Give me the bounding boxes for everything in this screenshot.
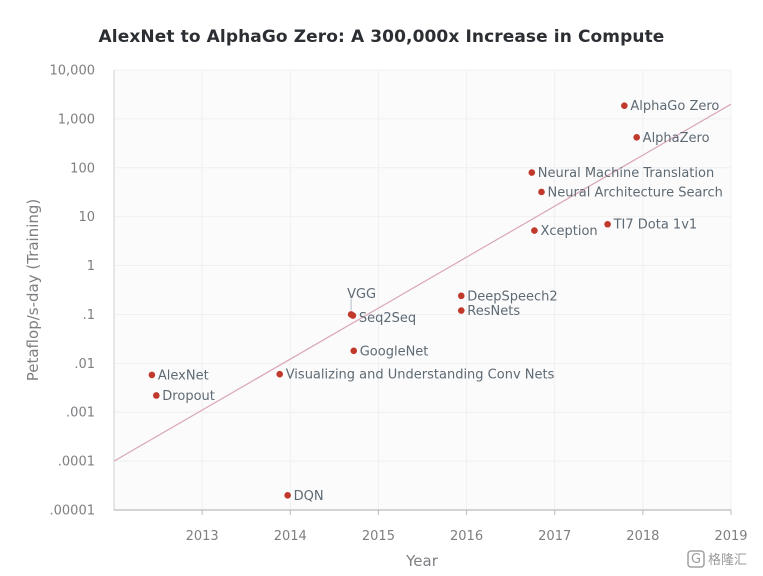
point-label: GoogleNet	[360, 344, 429, 359]
axes	[113, 70, 732, 515]
y-tick-labels: .00001 .0001 .001 .01 .1 1 10 100 1,000 10,000	[50, 64, 96, 519]
point-label: AlphaGo Zero	[630, 99, 719, 114]
data-point	[276, 370, 284, 378]
y-tick-label: 1	[87, 259, 95, 274]
x-tick-label: 2017	[538, 529, 571, 544]
x-tick-label: 2013	[186, 529, 219, 544]
point-label: Neural Machine Translation	[538, 166, 714, 181]
trend-line	[113, 103, 732, 462]
x-tick-label: 2014	[274, 529, 307, 544]
data-point	[604, 220, 611, 228]
y-tick-label: 10,000	[50, 64, 96, 79]
g-logo-icon	[687, 550, 705, 568]
data-point	[633, 134, 640, 141]
point-label: Neural Architecture Search	[547, 185, 722, 200]
y-tick-label: .0001	[58, 455, 95, 470]
data-points: AlexNet Dropout Visualizing and Understand…	[148, 99, 723, 504]
point-label: Seq2Seq	[359, 311, 416, 326]
point-label: Visualizing and Understanding Conv Nets	[286, 368, 555, 383]
y-tick-label: 100	[70, 161, 95, 176]
x-tick-labels: 2013 2014 2015 2016 2017 2018 2019	[186, 529, 748, 544]
x-tick-label: 2019	[714, 529, 747, 544]
y-tick-label: 10	[78, 210, 95, 225]
data-point	[153, 392, 160, 399]
x-axis-label: Year	[405, 552, 439, 570]
point-label: Dropout	[162, 389, 215, 404]
x-tick-label: 2015	[362, 529, 395, 544]
point-label: AlphaZero	[643, 131, 710, 146]
data-point	[528, 169, 536, 176]
y-tick-label: .01	[74, 357, 95, 372]
chart-title: AlexNet to AlphaGo Zero: A 300,000x Incr…	[98, 27, 665, 47]
watermark-g: G	[691, 552, 701, 567]
point-label: ResNets	[467, 304, 520, 319]
data-point	[350, 347, 358, 355]
data-point	[148, 371, 156, 379]
data-point	[621, 102, 628, 110]
point-label: TI7 Dota 1v1	[613, 218, 698, 233]
watermark-text: 格隆汇	[708, 552, 747, 568]
y-tick-label: .001	[66, 406, 95, 421]
data-point	[531, 227, 538, 234]
data-point	[457, 307, 465, 314]
point-label: Xception	[540, 224, 597, 239]
data-point	[349, 312, 357, 319]
y-tick-label: 1,000	[58, 112, 95, 127]
plot-area	[114, 70, 731, 510]
data-point	[538, 188, 545, 196]
y-tick-label: .00001	[50, 504, 96, 519]
trend-line-group	[113, 103, 732, 462]
data-point	[284, 491, 291, 499]
y-tick-label: .1	[83, 308, 95, 323]
point-label: DeepSpeech2	[467, 289, 557, 304]
point-label: VGG	[347, 287, 376, 302]
x-tick-label: 2016	[450, 529, 483, 544]
y-axis-label: Petaflop/s-day (Training)	[24, 199, 42, 382]
watermark: G 格隆汇	[687, 550, 747, 568]
point-label: DQN	[294, 489, 324, 504]
data-point	[457, 292, 465, 300]
x-tick-label: 2018	[626, 529, 659, 544]
point-label: AlexNet	[158, 368, 209, 383]
